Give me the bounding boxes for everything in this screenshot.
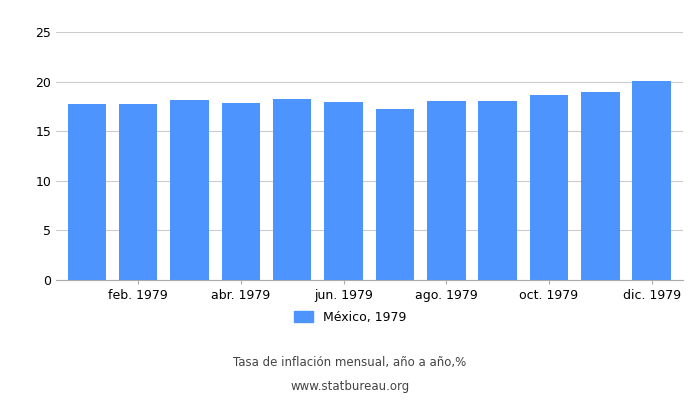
Bar (170, 100, 209, 280)
Bar (273, 100, 312, 280)
Bar (581, 92, 620, 280)
Bar (478, 102, 517, 280)
Text: Tasa de inflación mensual, año a año,%: Tasa de inflación mensual, año a año,% (233, 356, 467, 369)
Legend: México, 1979: México, 1979 (294, 311, 406, 324)
Bar (119, 104, 158, 280)
Text: www.statbureau.org: www.statbureau.org (290, 380, 410, 393)
Bar (222, 104, 260, 280)
Bar (68, 104, 106, 280)
Bar (632, 81, 671, 280)
Bar (530, 96, 568, 280)
Bar (427, 102, 466, 280)
Bar (324, 102, 363, 280)
Bar (376, 109, 414, 280)
